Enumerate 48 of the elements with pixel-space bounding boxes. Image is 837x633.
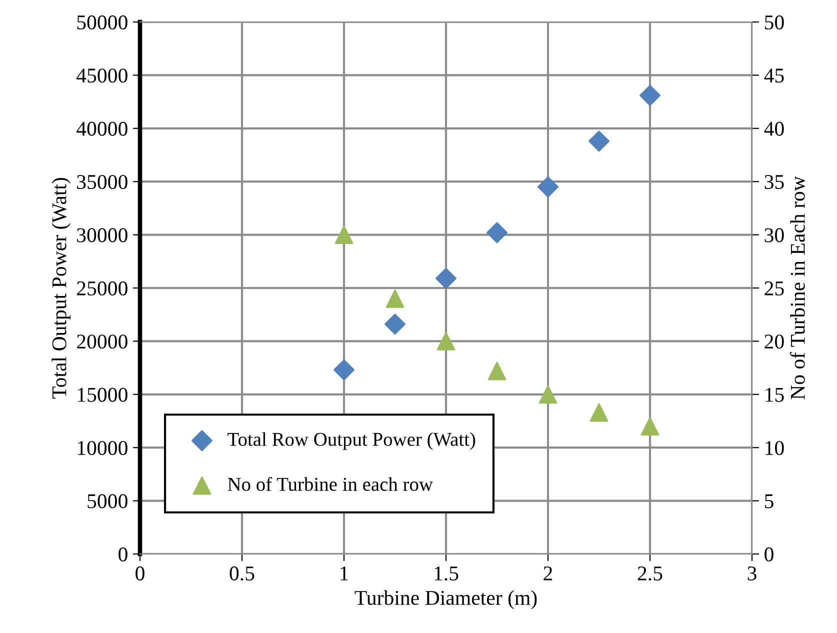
point (537, 176, 559, 198)
legend-label: No of Turbine in each row (228, 477, 433, 491)
point (590, 403, 608, 422)
point (435, 268, 457, 289)
y2-tick-label: 0 (764, 547, 774, 562)
x-tick-label: 3 (748, 566, 756, 580)
x-tick-label: 2.5 (638, 566, 662, 581)
x-tick-label: 1 (340, 566, 348, 580)
y2-tick-label: 40 (764, 122, 784, 136)
point (436, 332, 456, 350)
y-tick-label: 30000 (77, 228, 128, 242)
y2-tick-label: 10 (766, 440, 784, 456)
y-tick-label: 40000 (76, 122, 128, 136)
point (588, 130, 610, 152)
y2-axis-title: No of Turbine in Each row (790, 176, 805, 400)
point (486, 222, 508, 244)
point (640, 417, 660, 436)
y2-tick-label: 20 (764, 334, 784, 349)
point (639, 84, 661, 106)
y-tick-label: 10000 (78, 440, 128, 456)
y2-tick-label: 15 (766, 388, 784, 402)
y-tick-label: 5000 (88, 494, 128, 508)
y-tick-label: 0 (118, 547, 128, 562)
x-tick-label: 0 (136, 566, 144, 580)
point (488, 362, 506, 380)
y-axis-title: Total Output Power (Watt) (52, 178, 71, 399)
y-tick-label: 50000 (77, 15, 128, 30)
legend-label: Total Row Output Power (Watt) (228, 432, 476, 450)
y2-tick-label: 25 (764, 281, 784, 296)
y2-tick-label: 45 (764, 68, 784, 83)
point (538, 385, 558, 404)
y-tick-label: 45000 (76, 68, 128, 83)
point (334, 226, 354, 244)
x-tick-label: 0.5 (230, 566, 254, 581)
x-axis-title: Turbine Diameter (m) (354, 590, 537, 610)
y-tick-label: 20000 (77, 334, 128, 349)
y-tick-label: 25000 (77, 281, 128, 296)
y2-tick-label: 5 (765, 494, 774, 508)
y2-tick-label: 35 (764, 175, 784, 190)
y-tick-label: 35000 (77, 174, 128, 190)
point (386, 289, 404, 308)
x-tick-label: 1.5 (434, 566, 458, 581)
y-tick-label: 15000 (78, 388, 128, 402)
point (384, 314, 406, 335)
x-tick-label: 2 (544, 566, 552, 580)
y2-tick-label: 30 (764, 228, 784, 242)
y2-tick-label: 50 (765, 15, 784, 30)
point (333, 359, 355, 380)
